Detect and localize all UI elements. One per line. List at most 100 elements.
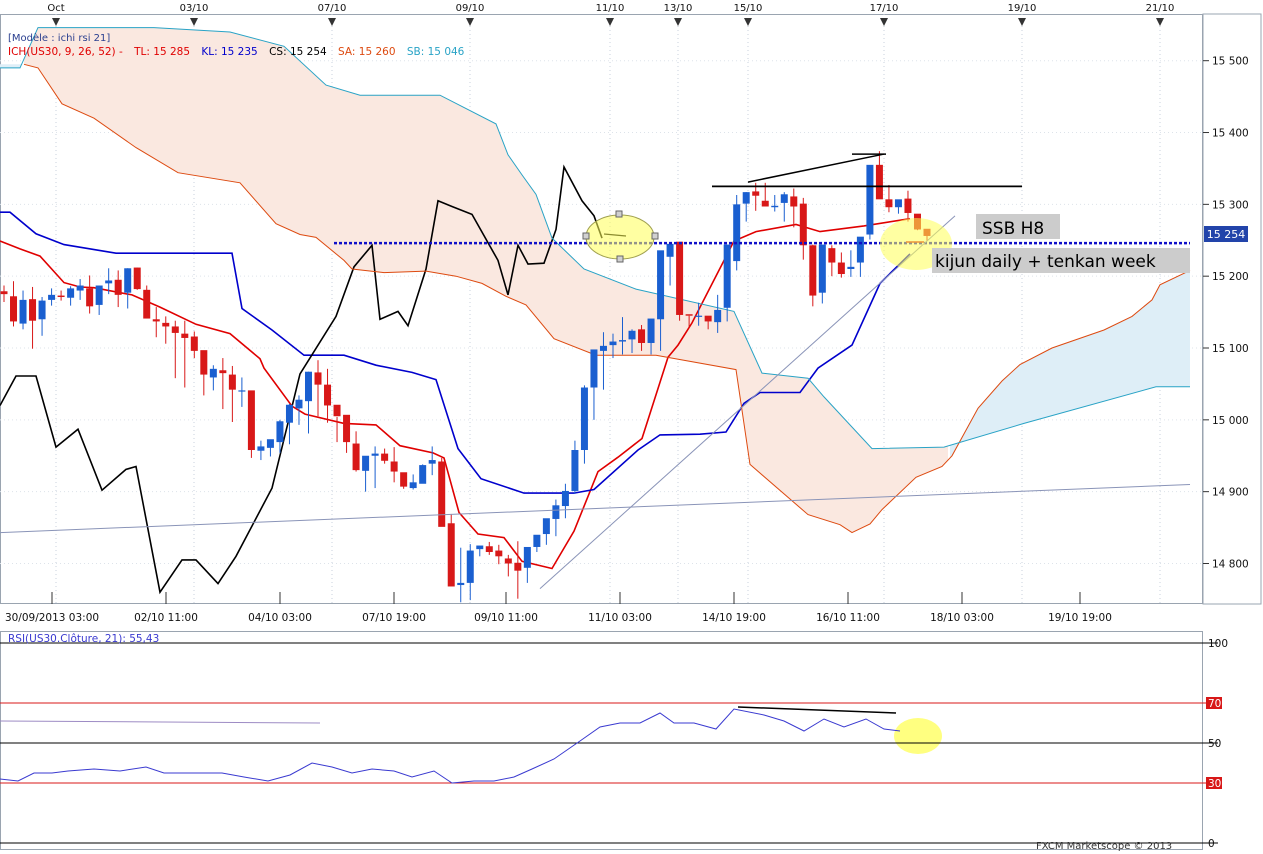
candle-body <box>171 326 179 333</box>
candle-body <box>847 266 855 269</box>
candle-body <box>771 205 779 208</box>
candle-body <box>209 368 217 378</box>
bottom-date-axis: 30/09/2013 03:00 02/10 11:00 04/10 03:00 07… <box>5 592 1112 624</box>
candle-body <box>419 465 427 484</box>
candle-body <box>628 330 636 340</box>
legend-tl: TL: 15 285 <box>133 46 190 58</box>
kijun-annotation[interactable]: kijun daily + tenkan week <box>932 248 1190 273</box>
candle-body <box>371 453 379 456</box>
top-date-label: 11/10 <box>596 3 625 14</box>
candle-body <box>257 446 265 451</box>
current-price-tag: 15 254 <box>1204 226 1248 242</box>
candle-body <box>476 545 484 550</box>
candle-body <box>837 262 845 275</box>
candle-body <box>390 461 398 472</box>
top-date-label: 03/10 <box>180 3 209 14</box>
candle-body <box>723 244 731 308</box>
candle-body <box>790 196 798 207</box>
candle-body <box>10 296 18 322</box>
candle-body <box>143 289 151 319</box>
candle-body <box>904 198 912 213</box>
date-marker <box>1156 18 1164 26</box>
date-marker <box>674 18 682 26</box>
highlight-circle-rsi <box>894 718 942 754</box>
candle-body <box>438 461 446 527</box>
candle-body <box>742 192 750 204</box>
date-marker <box>466 18 474 26</box>
top-date-label: 09/10 <box>456 3 485 14</box>
candle-body <box>523 546 531 568</box>
candle-body <box>219 370 227 374</box>
rsi-tick-label: 30 <box>1208 778 1221 790</box>
cloud-bearish <box>24 27 948 533</box>
price-tick-label: 15 400 <box>1212 128 1249 140</box>
long-trendline <box>0 483 1191 534</box>
candle-body <box>447 523 455 587</box>
candle-body <box>295 399 303 409</box>
price-tick-label: 15 200 <box>1212 271 1249 283</box>
candle-body <box>314 372 322 385</box>
candle-body <box>714 309 722 323</box>
ichimoku-legend: ICH(US30, 9, 26, 52) - TL: 15 285 KL: 15… <box>8 46 465 58</box>
candle-body <box>495 550 503 557</box>
candle-body <box>400 472 408 487</box>
selection-handle[interactable] <box>582 232 590 240</box>
top-date-label: 15/10 <box>734 3 763 14</box>
candle-body <box>809 245 817 296</box>
candle-body <box>76 285 84 291</box>
candle-body <box>133 267 141 290</box>
bottom-date-label: 14/10 19:00 <box>702 612 766 624</box>
candle-body <box>657 250 665 320</box>
candle-body <box>571 450 579 491</box>
candle-body <box>352 443 360 471</box>
date-marker <box>328 18 336 26</box>
price-tick-label: 14 800 <box>1212 558 1249 570</box>
top-date-label: 07/10 <box>318 3 347 14</box>
candle-body <box>599 345 607 351</box>
date-marker <box>744 18 752 26</box>
candle-body <box>466 550 474 583</box>
rsi-faint-line <box>0 720 321 724</box>
bottom-date-label: 16/10 11:00 <box>816 612 880 624</box>
cloud-bullish <box>950 270 1190 458</box>
candle-body <box>181 333 189 338</box>
bottom-date-label: 07/10 19:00 <box>362 612 426 624</box>
candle-body <box>856 236 864 263</box>
rsi-tick-label: 50 <box>1208 738 1221 750</box>
candle-body <box>485 546 493 553</box>
highlight-circle-chikou[interactable] <box>585 214 655 260</box>
bottom-date-label: 18/10 03:00 <box>930 612 994 624</box>
candle-body <box>457 582 465 586</box>
candle-body <box>228 374 236 390</box>
legend-cs: CS: 15 254 <box>269 46 327 58</box>
selection-handle[interactable] <box>616 255 624 263</box>
candle-body <box>733 204 741 262</box>
candle-body <box>885 199 893 208</box>
ssb-annotation[interactable]: SSB H8 <box>976 214 1060 239</box>
candle-body <box>780 194 788 203</box>
candlesticks <box>0 151 931 603</box>
candle-body <box>504 558 512 564</box>
line-cs <box>0 164 603 595</box>
candle-body <box>552 505 560 519</box>
candle-body <box>428 460 436 464</box>
bottom-date-label: 04/10 03:00 <box>248 612 312 624</box>
price-divergence-line <box>747 153 885 183</box>
candle-body <box>619 340 627 342</box>
cloud-bullish <box>0 63 22 68</box>
selection-handle[interactable] <box>615 210 623 218</box>
candle-body <box>190 336 198 351</box>
selection-handle[interactable] <box>651 232 659 240</box>
candle-body <box>247 390 255 451</box>
candle-body <box>590 349 598 388</box>
legend-sb: SB: 15 046 <box>407 46 465 58</box>
candle-body <box>200 350 208 375</box>
candle-body <box>409 482 417 489</box>
bottom-date-label: 30/09/2013 03:00 <box>5 612 99 624</box>
candle-body <box>67 288 75 298</box>
rsi-axis: 100 70 50 30 0 <box>1206 638 1228 850</box>
candle-body <box>343 414 351 443</box>
top-date-axis: Oct 03/10 07/10 09/10 11/10 13/10 15/10 17/10 19… <box>47 3 1174 26</box>
top-date-label: Oct <box>47 3 64 14</box>
